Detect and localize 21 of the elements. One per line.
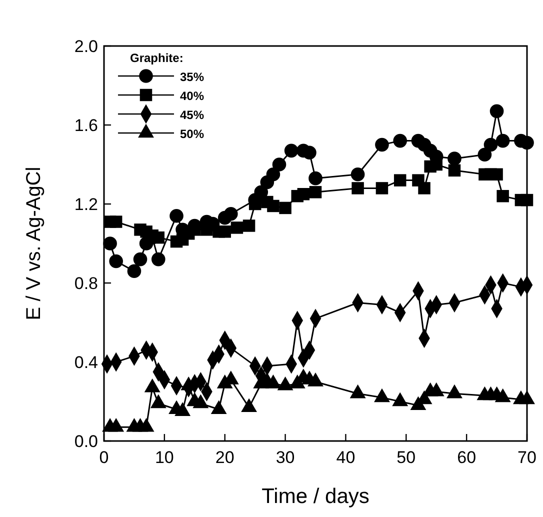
x-tick-label: 10 bbox=[154, 448, 174, 467]
x-axis-title: Time / days bbox=[262, 485, 370, 508]
legend-label: 40% bbox=[180, 89, 204, 103]
legend-title: Graphite: bbox=[130, 51, 184, 65]
y-tick-label: 1.6 bbox=[74, 116, 98, 135]
y-tick-label: 0.8 bbox=[74, 274, 98, 293]
x-tick-label: 0 bbox=[99, 448, 109, 467]
legend-label: 45% bbox=[180, 108, 204, 122]
x-tick-label: 50 bbox=[396, 448, 416, 467]
y-axis-title: E / V vs. Ag-AgCl bbox=[23, 166, 45, 320]
y-tick-label: 1.2 bbox=[74, 195, 98, 214]
y-tick-label: 0.0 bbox=[74, 432, 98, 451]
x-tick-label: 60 bbox=[457, 448, 476, 467]
x-tick-label: 20 bbox=[215, 448, 234, 467]
legend-label: 50% bbox=[180, 127, 204, 141]
x-tick-label: 30 bbox=[276, 448, 295, 467]
y-tick-label: 2.0 bbox=[74, 37, 98, 56]
x-tick-label: 70 bbox=[518, 448, 536, 467]
x-tick-label: 40 bbox=[336, 448, 356, 467]
legend-label: 35% bbox=[180, 70, 204, 84]
y-tick-label: 0.4 bbox=[74, 353, 98, 372]
